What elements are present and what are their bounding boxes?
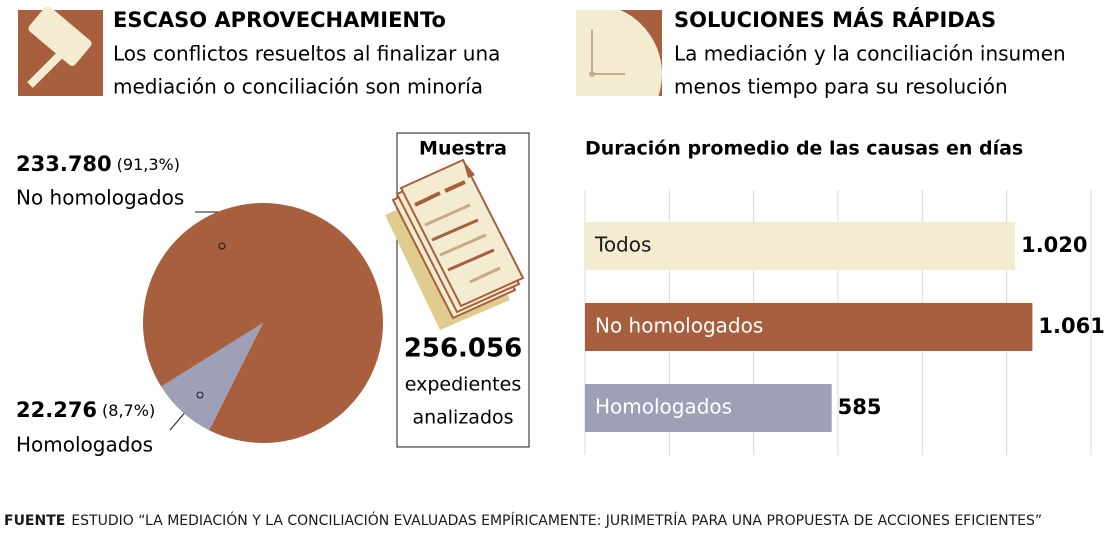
sample-caption: analizados	[412, 407, 513, 429]
value-label: 233.780 (91,3%)	[16, 152, 180, 176]
pie-slice	[161, 323, 263, 431]
sample-caption: expedientes	[405, 374, 521, 396]
pie-slice	[143, 203, 383, 444]
bar	[585, 384, 832, 432]
leader-dot	[218, 242, 226, 250]
panel-subtitle: mediación o conciliación son minoría	[113, 75, 483, 99]
source-label: FUENTE	[4, 513, 66, 529]
clock-icon	[576, 10, 662, 96]
chart-title: Duración promedio de las causas en días	[585, 138, 1023, 160]
infographic: ESCASO APROVECHAMIENTo Los conflictos res…	[16, 6, 1105, 457]
value-label: 22.276	[16, 398, 97, 422]
panel-subtitle: La mediación y la conciliación insumen	[674, 42, 1066, 66]
value-label: 233.780	[16, 152, 112, 176]
category-label: Todos	[594, 233, 651, 257]
value-label: 585	[838, 395, 882, 419]
percentage-label: (8,7%)	[102, 401, 155, 420]
panel-title: ESCASO APROVECHAMIENTo	[113, 8, 446, 32]
panel-subtitle: menos tiempo para su resolución	[674, 75, 1008, 99]
value-label: 1.020	[1021, 233, 1087, 257]
panel-title: SOLUCIONES MÁS RÁPIDAS	[674, 7, 996, 32]
document-icon	[385, 158, 525, 330]
sample-box	[396, 132, 530, 448]
value-label: 1.061	[1038, 314, 1104, 338]
gavel-icon	[18, 6, 103, 96]
value-label: 22.276 (8,7%)	[16, 398, 155, 422]
percentage-label: (91,3%)	[117, 155, 180, 174]
category-label: No homologados	[595, 314, 763, 338]
category-label: Homologados	[595, 395, 732, 419]
source-text: ESTUDIO “LA MEDIACIÓN Y LA CONCILIACIÓN …	[71, 513, 1043, 529]
leader-dot	[196, 391, 204, 399]
panel-subtitle: Los conflictos resueltos al finalizar un…	[113, 42, 500, 66]
source-note: FUENTE ESTUDIO “LA MEDIACIÓN Y LA CONCILI…	[4, 513, 1084, 529]
category-label: No homologados	[16, 186, 184, 210]
bar	[585, 222, 1016, 270]
sample-title: Muestra	[419, 138, 507, 160]
category-label: Homologados	[16, 433, 153, 457]
sample-count: 256.056	[404, 334, 522, 364]
bar	[585, 303, 1033, 351]
